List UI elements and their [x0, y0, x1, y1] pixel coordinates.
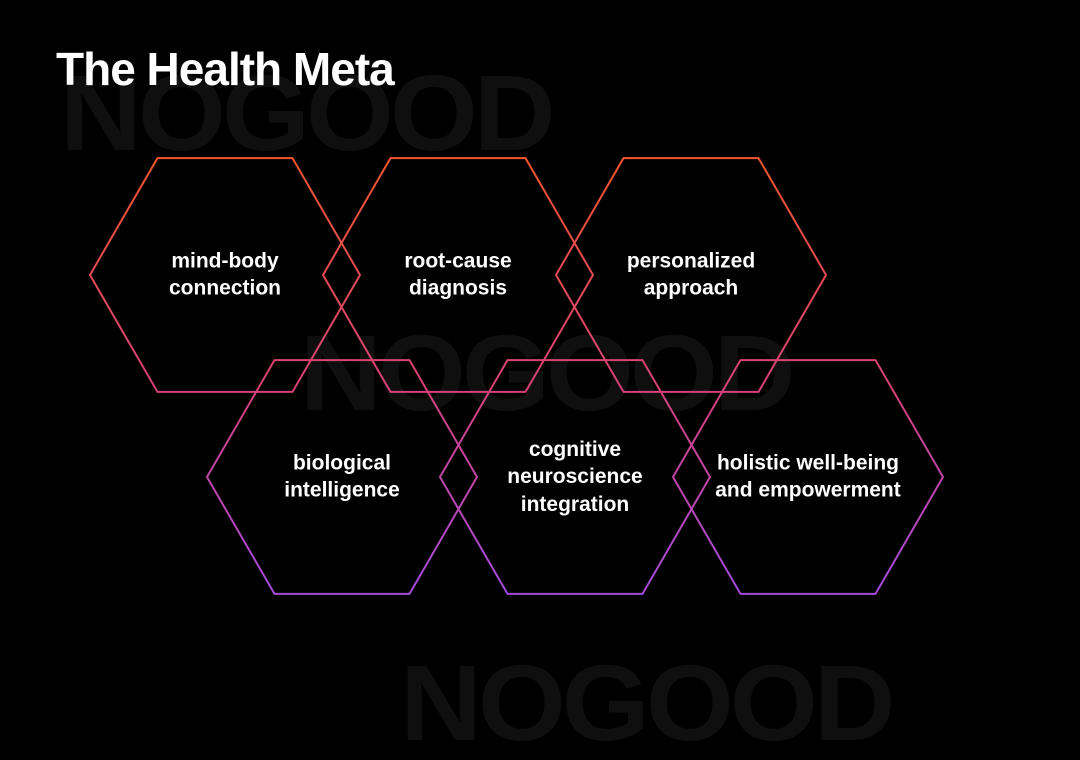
hex-label-1: mind-body connection [125, 248, 325, 303]
hex-label-2: root-cause diagnosis [358, 248, 558, 303]
hex-label-6: holistic well-being and empowerment [708, 450, 908, 505]
hex-grid [0, 0, 1080, 760]
hex-label-5: cognitive neuroscience integration [475, 436, 675, 518]
hex-label-4: biological intelligence [242, 450, 442, 505]
canvas: NOGOODNOGOODNOGOOD The Health Meta mind-… [0, 0, 1080, 760]
hex-label-3: personalized approach [591, 248, 791, 303]
